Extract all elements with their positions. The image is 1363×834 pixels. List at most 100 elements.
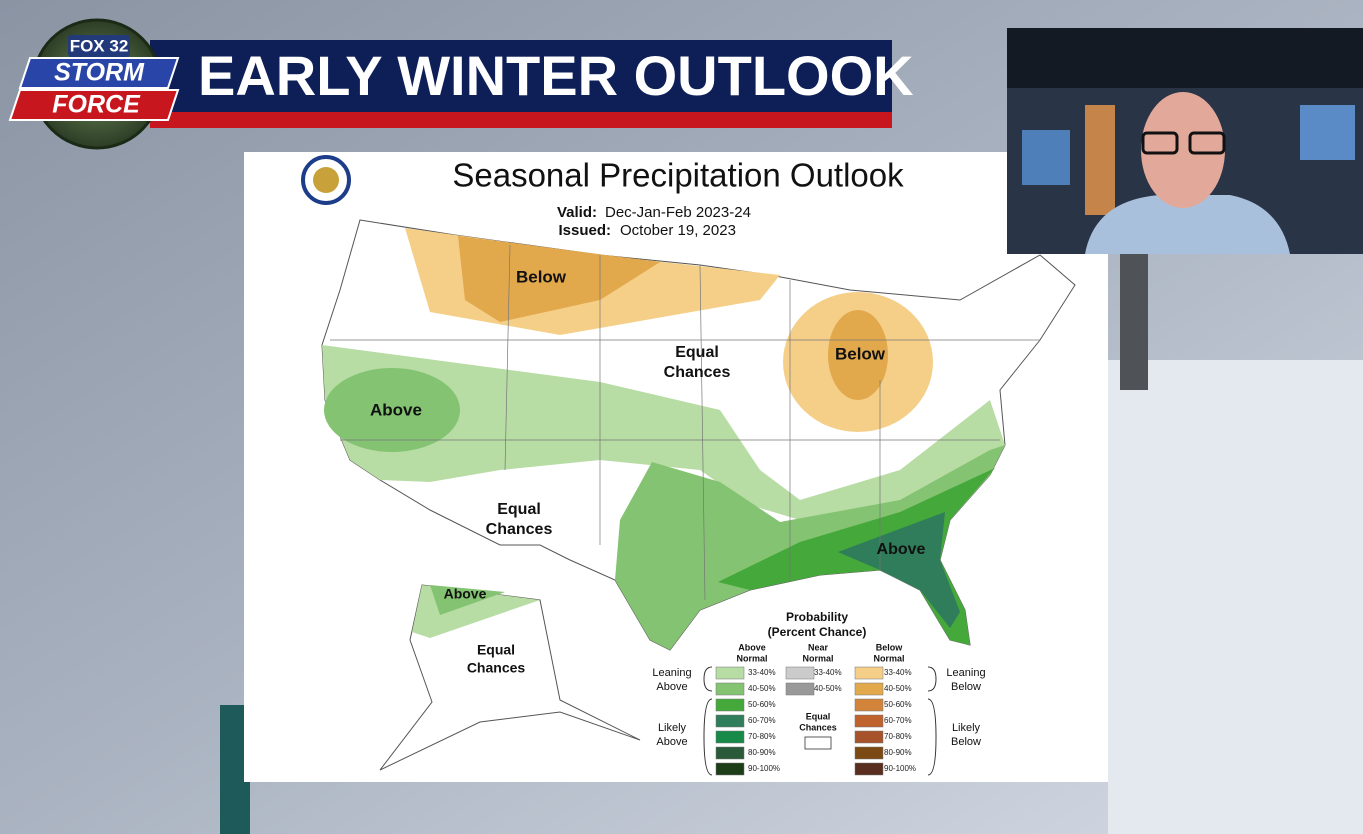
- legend-swatch: [785, 682, 815, 696]
- bracket: [703, 666, 713, 692]
- studio-screen: [1022, 130, 1070, 185]
- webcam-inset: [1007, 28, 1363, 254]
- legend-swatch: [715, 762, 745, 776]
- valid-value: Dec-Jan-Feb 2023-24: [605, 204, 751, 221]
- logo-network-bg: [68, 35, 130, 57]
- zone-michigan-dark: [828, 310, 888, 400]
- region-label: Above: [444, 586, 487, 602]
- banner-title: EARLY WINTER OUTLOOK: [198, 44, 914, 107]
- legend-swatch: [854, 714, 884, 728]
- tree-trunk: [1120, 250, 1148, 390]
- state-line: [504, 244, 511, 471]
- legend-swatch-label: 33-40%: [884, 668, 912, 677]
- legend-column-header: Normal: [736, 653, 767, 663]
- legend-swatch-label: 60-70%: [748, 716, 776, 725]
- logo-line1: STORM: [54, 59, 145, 87]
- legend-row-label: Above: [656, 736, 687, 748]
- state-line: [699, 264, 706, 601]
- region-label: Chances: [467, 660, 526, 676]
- legend-swatch: [804, 736, 832, 750]
- issued-label: Issued:: [558, 222, 611, 239]
- legend-row-label: Below: [951, 736, 981, 748]
- legend-brackets: [703, 666, 937, 776]
- legend-row-label: Above: [656, 681, 687, 693]
- legend-swatch: [715, 698, 745, 712]
- banner-stripe: [150, 112, 892, 128]
- legend-column-header: Below: [876, 642, 904, 652]
- legend-swatch-label: 40-50%: [748, 684, 776, 693]
- legend-equal-chances: Equal: [806, 711, 831, 721]
- region-label: Chances: [664, 364, 731, 381]
- legend-swatch-label: 50-60%: [884, 700, 912, 709]
- region-label: Equal: [497, 501, 541, 518]
- legend-swatch: [854, 746, 884, 760]
- valid-label: Valid:: [557, 204, 597, 221]
- legend-swatch-label: 50-60%: [748, 700, 776, 709]
- legend-title: (Percent Chance): [768, 625, 867, 639]
- legend-swatch: [854, 730, 884, 744]
- legend-swatch-label: 33-40%: [748, 668, 776, 677]
- legend-column-header: Normal: [802, 653, 833, 663]
- bracket: [703, 698, 713, 776]
- logo-band-2: [8, 89, 180, 121]
- region-label: Below: [835, 344, 886, 363]
- map-title: Seasonal Precipitation Outlook: [452, 157, 904, 194]
- legend-swatch-label: 40-50%: [884, 684, 912, 693]
- snow-ground: [1108, 360, 1363, 834]
- legend-column-header: Normal: [873, 653, 904, 663]
- bracket: [927, 698, 937, 776]
- legend-swatch: [854, 698, 884, 712]
- region-label: Equal: [675, 344, 719, 361]
- legend-swatch: [854, 682, 884, 696]
- zone-west-above: [324, 368, 460, 452]
- legend-swatch: [715, 730, 745, 744]
- legend-row-label: Leaning: [652, 667, 691, 679]
- zone-above-light: [322, 345, 1005, 540]
- legend-equal-chances: Chances: [799, 722, 837, 732]
- legend-swatch-label: 40-50%: [814, 684, 842, 693]
- legend-swatch-label: 80-90%: [748, 748, 776, 757]
- studio-screen: [1300, 105, 1355, 160]
- legend-swatch: [785, 666, 815, 680]
- legend-row-label: Below: [951, 681, 981, 693]
- legend-column-header: Above: [738, 642, 766, 652]
- region-label: Equal: [477, 642, 515, 658]
- noaa-seal-center: [313, 167, 339, 193]
- zone-florida-above: [838, 512, 960, 628]
- legend-swatch-label: 90-100%: [748, 764, 780, 773]
- issued-value: October 19, 2023: [620, 222, 736, 239]
- studio-wall: [1085, 105, 1115, 215]
- map-card: Seasonal Precipitation Outlook Valid: De…: [244, 152, 1108, 782]
- legend-swatch-label: 70-80%: [884, 732, 912, 741]
- legend-swatch: [854, 666, 884, 680]
- legend-swatch: [715, 682, 745, 696]
- legend-swatch: [715, 746, 745, 760]
- legend-title: Probability: [786, 610, 848, 624]
- presenter-shirt: [1085, 195, 1290, 254]
- presenter-face: [1141, 92, 1225, 208]
- region-label: Below: [516, 267, 567, 286]
- glasses: [1141, 131, 1179, 155]
- legend-column-header: Near: [808, 642, 829, 652]
- glasses: [1188, 131, 1226, 155]
- legend-swatch-label: 70-80%: [748, 732, 776, 741]
- legend-swatch: [715, 666, 745, 680]
- banner-bg: [150, 40, 892, 114]
- legend-swatch: [715, 714, 745, 728]
- bracket: [927, 666, 937, 692]
- region-label: Above: [370, 400, 422, 419]
- legend-swatch-label: 60-70%: [884, 716, 912, 725]
- logo-line2: FORCE: [52, 91, 141, 119]
- logo-network: FOX 32: [70, 36, 129, 55]
- region-label: Chances: [486, 521, 553, 538]
- legend-swatch-label: 80-90%: [884, 748, 912, 757]
- legend-row-label: Leaning: [946, 667, 985, 679]
- legend-row-label: Likely: [952, 722, 981, 734]
- legend-row-label: Likely: [658, 722, 687, 734]
- banner: EARLY WINTER OUTLOOK FOX 32 STORM FORCE: [8, 18, 914, 150]
- legend-swatch: [854, 762, 884, 776]
- logo-band-1: [18, 57, 180, 89]
- legend-swatch-label: 90-100%: [884, 764, 916, 773]
